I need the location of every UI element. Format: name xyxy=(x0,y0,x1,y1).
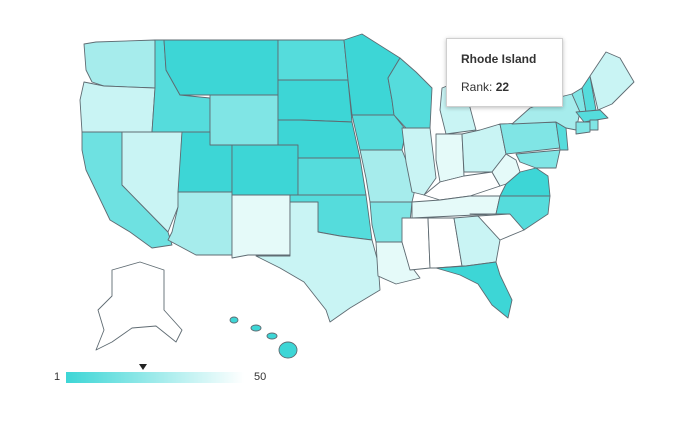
legend-max-label: 50 xyxy=(254,371,267,383)
state-arizona[interactable] xyxy=(167,191,233,256)
state-montana[interactable] xyxy=(163,39,279,96)
state-connecticut[interactable] xyxy=(575,121,591,135)
hawaii-island-oahu xyxy=(250,324,262,332)
state-mississippi[interactable] xyxy=(401,217,431,271)
state-alaska[interactable] xyxy=(95,261,183,351)
hawaii-island-kauai xyxy=(229,316,239,324)
legend-color-scale xyxy=(66,372,244,383)
tooltip-state-name: Rhode Island xyxy=(461,52,537,66)
tooltip-rank: Rank: 22 xyxy=(461,80,562,94)
state-iowa[interactable] xyxy=(351,114,407,151)
state-pennsylvania[interactable] xyxy=(499,121,561,155)
state-washington[interactable] xyxy=(83,39,156,89)
state-kansas[interactable] xyxy=(297,157,367,196)
legend-min-label: 1 xyxy=(54,371,61,383)
state-texas[interactable] xyxy=(255,201,381,323)
state-south-dakota[interactable] xyxy=(277,79,353,123)
state-maine[interactable] xyxy=(589,51,635,111)
legend-marker-icon xyxy=(139,364,147,370)
state-wyoming[interactable] xyxy=(209,94,279,146)
hawaii-island-maui xyxy=(266,332,278,340)
state-new-mexico[interactable] xyxy=(231,194,291,259)
state-florida[interactable] xyxy=(435,261,513,319)
state-north-dakota[interactable] xyxy=(277,39,349,81)
state-rhode-island[interactable] xyxy=(589,119,599,131)
state-massachusetts[interactable] xyxy=(575,109,609,123)
state-tennessee[interactable] xyxy=(411,195,501,219)
state-hawaii[interactable] xyxy=(278,341,298,359)
state-maryland[interactable] xyxy=(515,149,561,169)
state-tooltip: Rhode Island Rank: 22 xyxy=(446,38,563,107)
state-oregon[interactable] xyxy=(79,81,156,133)
state-colorado[interactable] xyxy=(231,144,299,196)
state-indiana[interactable] xyxy=(435,133,465,183)
tooltip-rank-label: Rank: xyxy=(461,80,493,94)
tooltip-rank-value: 22 xyxy=(495,80,510,94)
